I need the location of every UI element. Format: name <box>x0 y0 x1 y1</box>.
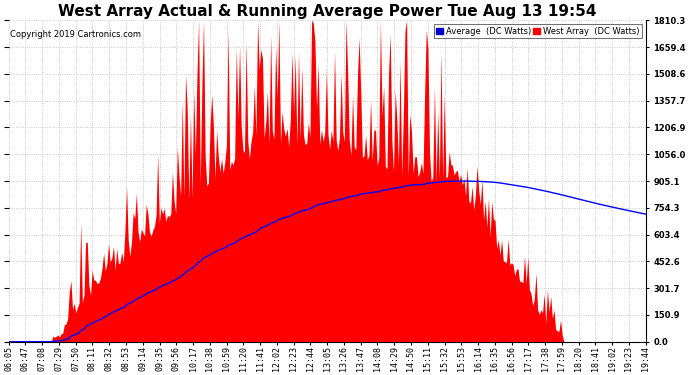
Title: West Array Actual & Running Average Power Tue Aug 13 19:54: West Array Actual & Running Average Powe… <box>58 4 596 19</box>
Text: Copyright 2019 Cartronics.com: Copyright 2019 Cartronics.com <box>10 30 141 39</box>
Legend: Average  (DC Watts), West Array  (DC Watts): Average (DC Watts), West Array (DC Watts… <box>434 24 642 39</box>
